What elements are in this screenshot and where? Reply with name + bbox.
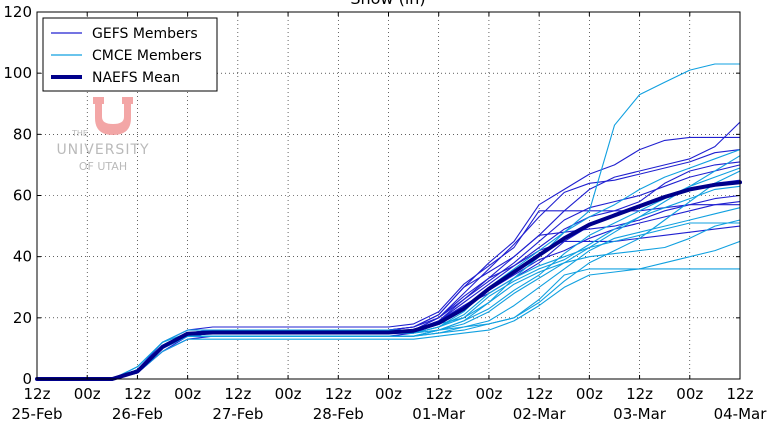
series-layer	[35, 63, 742, 381]
cmce-series-line-12	[36, 155, 741, 380]
x-tick-label-time: 12z	[727, 385, 754, 403]
x-tick-label-time: 00z	[275, 385, 302, 403]
x-tick-label-time: 12z	[425, 385, 452, 403]
axis-layer: 0 20 40 60 80 100 120 12z 25-Feb 00z 12z 26-Feb 00z 1…	[3, 3, 767, 423]
cmce-series-line-19	[36, 167, 741, 380]
x-tick-label-time: 00z	[475, 385, 502, 403]
x-tick-label-time: 12z	[626, 385, 653, 403]
x-tick-label-date: 26-Feb	[112, 405, 163, 423]
gefs-series-line-3	[36, 161, 741, 380]
y-tick-label: 120	[3, 3, 32, 21]
gefs-series-line-7	[36, 194, 741, 380]
x-tick-label-time: 12z	[24, 385, 51, 403]
x-tick-label-time: 12z	[124, 385, 151, 403]
university-logo: THE UNIVERSITY OF UTAH	[56, 97, 149, 173]
x-tick-label-date: 27-Feb	[212, 405, 263, 423]
cmce-series-line-15	[36, 240, 741, 380]
cmce-series-line-13	[36, 170, 741, 380]
x-tick-label-time: 00z	[375, 385, 402, 403]
x-tick-label-date: 01-Mar	[412, 405, 466, 423]
y-tick-label: 100	[3, 64, 32, 82]
plot-frame	[36, 11, 741, 380]
y-tick-label: 80	[13, 125, 32, 143]
cmce-series-line-17	[36, 219, 741, 380]
x-tick-label-date: 25-Feb	[11, 405, 62, 423]
chart-title: Snow (in)	[350, 0, 425, 8]
legend-label-cmce: CMCE Members	[92, 48, 202, 64]
legend-label-mean: NAEFS Mean	[92, 70, 180, 86]
x-tick-label-date: 03-Mar	[613, 405, 667, 423]
legend-label-gefs: GEFS Members	[92, 26, 198, 42]
mean-series-line-21	[35, 180, 742, 381]
y-tick-label: 20	[13, 309, 32, 327]
y-tick-label: 60	[13, 187, 32, 205]
x-tick-label-date: 04-Mar	[714, 405, 768, 423]
x-tick-label-date: 02-Mar	[513, 405, 567, 423]
x-tick-label-date: 28-Feb	[313, 405, 364, 423]
logo-line-university: UNIVERSITY	[56, 142, 149, 158]
x-tick-label-time: 00z	[576, 385, 603, 403]
cmce-series-line-14	[36, 207, 741, 380]
y-tick-label: 40	[13, 248, 32, 266]
x-tick-label-time: 12z	[526, 385, 553, 403]
u-logo-icon	[93, 97, 133, 135]
x-tick-label-time: 12z	[325, 385, 352, 403]
gefs-series-line-8	[36, 164, 741, 380]
x-tick-label-time: 00z	[174, 385, 201, 403]
logo-line-of-utah: OF UTAH	[79, 160, 127, 173]
gefs-series-line-0	[36, 136, 741, 380]
logo-line-the: THE	[71, 129, 88, 138]
y-tick-label: 0	[22, 370, 32, 388]
legend: GEFS Members CMCE Members NAEFS Mean	[42, 17, 218, 92]
cmce-series-line-18	[36, 185, 741, 380]
x-tick-label-time: 00z	[74, 385, 101, 403]
x-tick-label-time: 12z	[224, 385, 251, 403]
x-tick-label-time: 00z	[676, 385, 703, 403]
